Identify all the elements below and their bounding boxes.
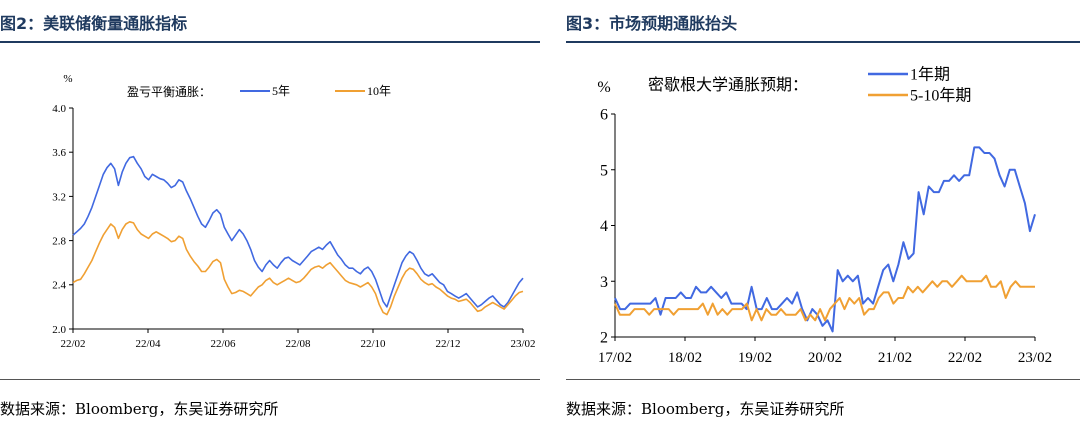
legend-label: 5-10年期: [910, 87, 971, 105]
x-tick-label: 22/02: [60, 338, 85, 350]
y-unit-label: %: [63, 73, 72, 85]
y-tick-label: 4: [600, 218, 608, 235]
legend-title: 盈亏平衡通胀：: [127, 85, 211, 99]
series-line-primary: [72, 155, 524, 308]
x-tick-label: 22/10: [360, 338, 386, 350]
x-tick-label: 23/02: [1018, 350, 1052, 366]
right-bottom-rule: [566, 379, 1080, 380]
y-tick-label: 2: [600, 330, 608, 347]
series-line-secondary: [72, 221, 524, 316]
y-tick-label: 2.0: [52, 324, 66, 336]
x-tick-label: 19/02: [738, 350, 772, 366]
right-chart: 2 3 4 5 6 17/02 18/02 19/02 20/02 21/02 22/02 23/02…: [597, 66, 1052, 366]
y-tick-label: 5: [600, 162, 608, 179]
y-tick-label: 3.6: [52, 147, 66, 159]
legend-label: 10年: [367, 84, 391, 98]
left-figure-title: 图2：美联储衡量通胀指标: [0, 14, 188, 33]
left-bottom-rule: [0, 379, 540, 380]
x-tick-label: 18/02: [668, 350, 702, 366]
left-title-rule: [0, 41, 540, 43]
y-tick-label: 2.8: [52, 235, 66, 247]
left-chart: 2.0 2.4 2.8 3.2 3.6 4.0 22/02 22/04 22/06 22/08 22…: [52, 73, 535, 350]
y-tick-label: 4.0: [52, 103, 66, 115]
series-line-secondary: [614, 274, 1035, 322]
left-source-note: 数据来源：Bloomberg，东吴证券研究所: [0, 400, 279, 418]
x-tick-label: 22/12: [435, 338, 460, 350]
right-panel: 图3：市场预期通胀抬头 2 3 4 5 6 17/02 18/02 19/02 20/02 21/…: [566, 0, 1080, 428]
y-unit-label: %: [597, 79, 610, 96]
x-tick-label: 17/02: [598, 350, 632, 366]
series-line-primary: [614, 146, 1036, 333]
x-tick-label: 20/02: [808, 350, 842, 366]
y-tick-label: 6: [600, 107, 608, 124]
y-tick-label: 3: [600, 274, 608, 291]
legend-label: 5年: [272, 84, 290, 98]
legend-label: 1年期: [910, 66, 950, 84]
left-panel: 图2：美联储衡量通胀指标 2.0 2.4 2.8 3.2 3.6 4.0 22/02 22/0…: [0, 14, 540, 418]
right-title-rule: [566, 41, 1080, 43]
x-tick-label: 22/02: [948, 350, 982, 366]
legend-title: 密歇根大学通胀预期：: [648, 76, 808, 94]
right-source-note: 数据来源：Bloomberg，东吴证券研究所: [566, 400, 845, 418]
x-tick-label: 22/08: [285, 338, 311, 350]
right-figure-title: 图3：市场预期通胀抬头: [566, 14, 738, 33]
y-tick-label: 2.4: [52, 280, 66, 292]
x-tick-label: 23/02: [510, 338, 535, 350]
x-tick-label: 22/06: [210, 338, 236, 350]
y-tick-label: 3.2: [52, 191, 66, 203]
x-tick-label: 22/04: [135, 338, 161, 350]
x-tick-label: 21/02: [878, 350, 912, 366]
